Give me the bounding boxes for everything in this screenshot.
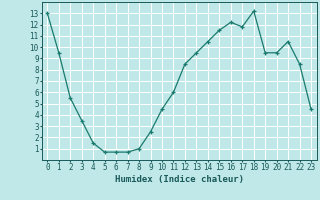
X-axis label: Humidex (Indice chaleur): Humidex (Indice chaleur)	[115, 175, 244, 184]
